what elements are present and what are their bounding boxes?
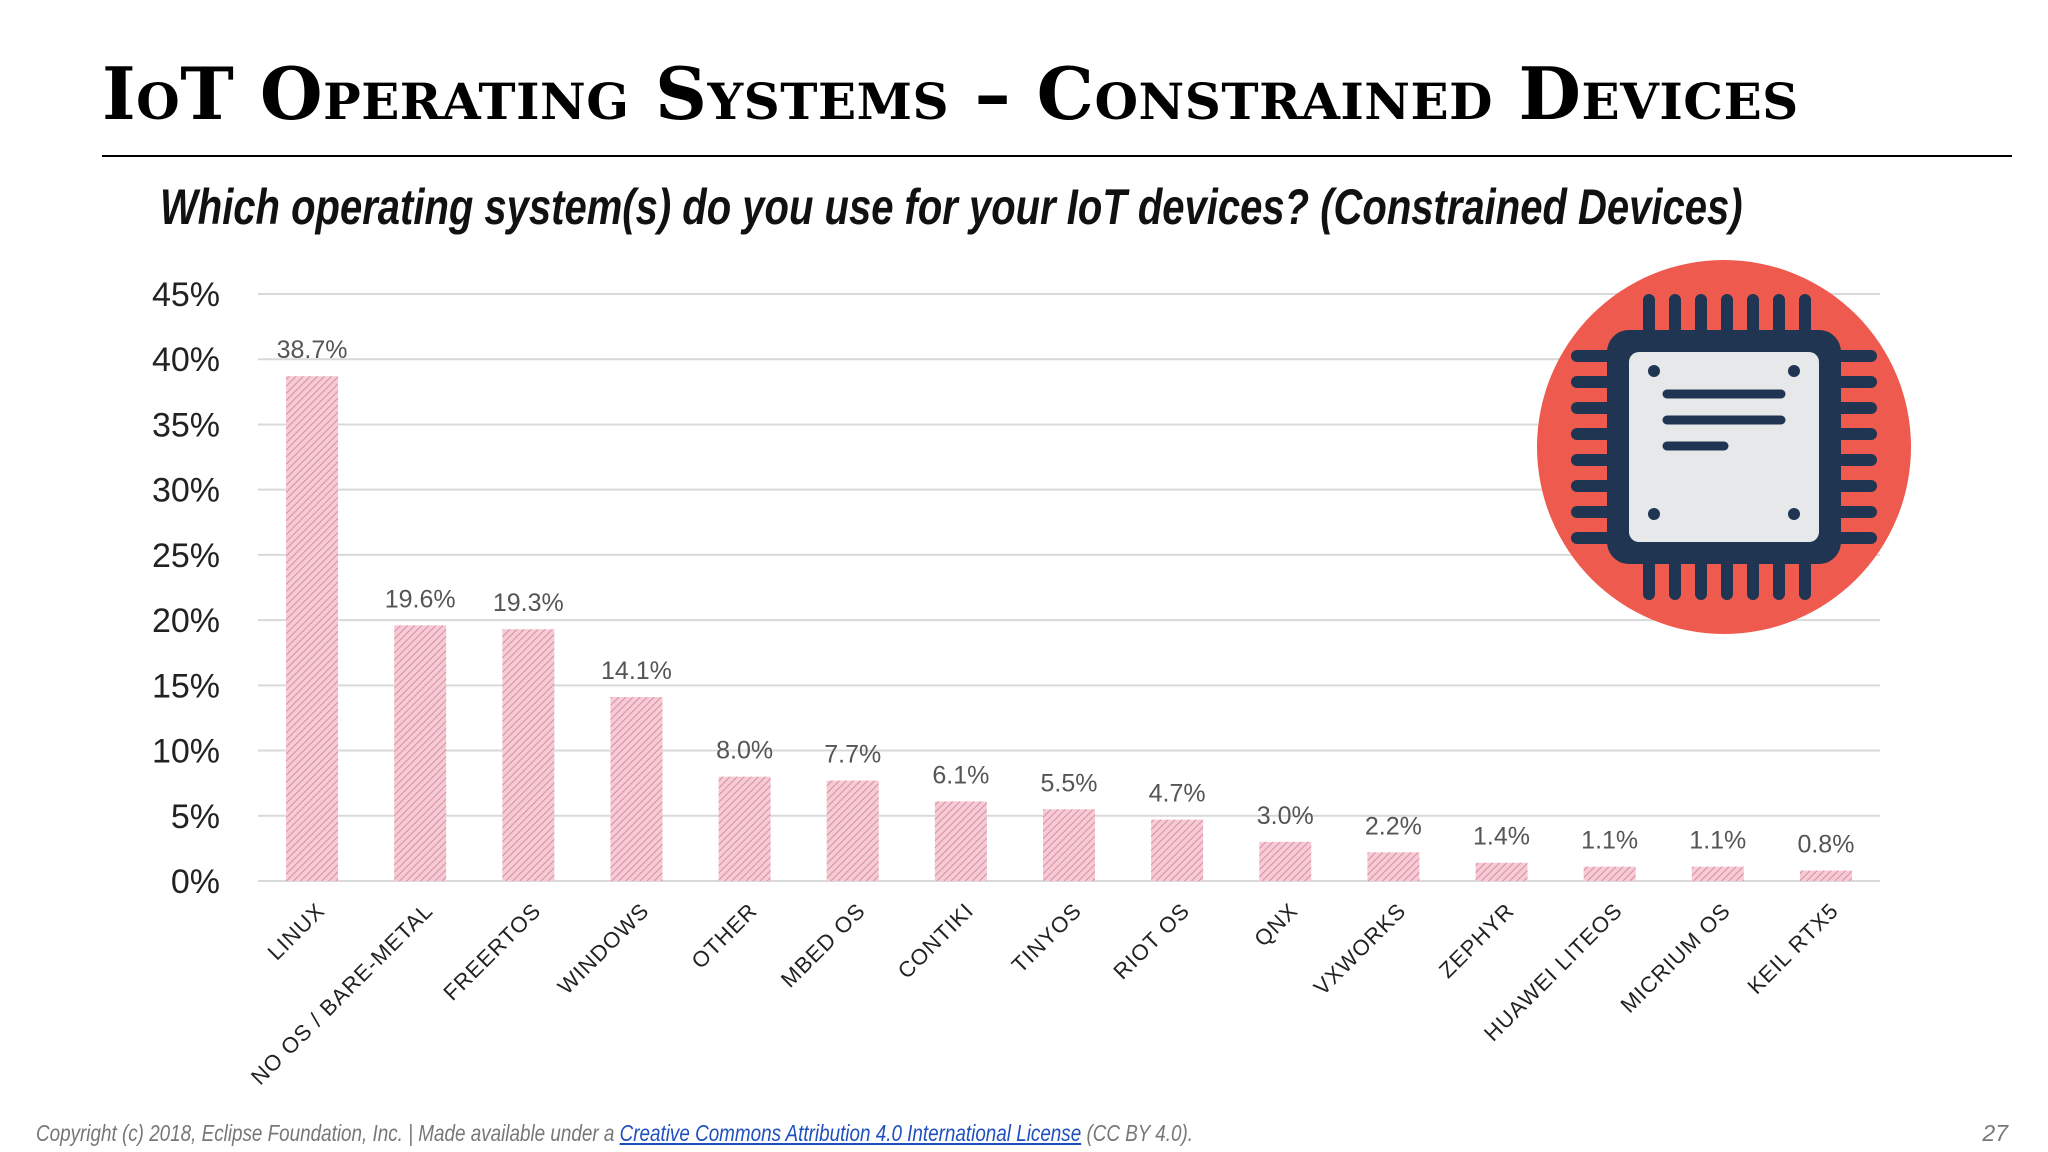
x-tick-label: NO OS / BARE-METAL <box>246 898 438 1090</box>
page-number: 27 <box>1982 1120 2008 1146</box>
bar <box>394 625 447 881</box>
bar <box>1151 819 1204 881</box>
y-tick-label: 30% <box>152 472 220 510</box>
y-tick-label: 20% <box>152 602 220 640</box>
slide-title: IoT Operating Systems – Constrained Devi… <box>102 51 1799 136</box>
bars <box>286 376 1852 881</box>
data-labels: 38.7% 19.6% 19.3% 14.1% 8.0% 7.7% 6.1% 5.5% 4.7%… <box>277 336 1855 858</box>
data-label: 1.1% <box>1581 827 1638 855</box>
y-tick-label: 35% <box>152 406 220 444</box>
data-label: 1.1% <box>1689 827 1746 855</box>
x-tick-label: LINUX <box>263 898 330 965</box>
data-label: 2.2% <box>1365 812 1422 840</box>
bar <box>1367 852 1420 881</box>
bar <box>1691 866 1744 881</box>
bar <box>502 629 555 881</box>
x-tick-label: WINDOWS <box>553 898 654 999</box>
chip-dots <box>1648 365 1800 520</box>
bar <box>1475 862 1528 881</box>
y-tick-label: 0% <box>171 863 220 901</box>
bar <box>1799 870 1852 881</box>
x-tick-label: MBED OS <box>776 898 870 992</box>
y-axis: 0% 5% 10% 15% 20% 25% 30% 35% 40% 45% <box>152 276 220 901</box>
license-link[interactable]: Creative Commons Attribution 4.0 Interna… <box>619 1120 1082 1146</box>
data-label: 8.0% <box>716 737 773 765</box>
data-label: 6.1% <box>932 761 989 789</box>
x-tick-label: TINYOS <box>1007 898 1087 978</box>
x-tick-label: QNX <box>1249 898 1303 952</box>
x-tick-label: VXWORKS <box>1309 898 1411 1000</box>
bar <box>1259 841 1312 881</box>
data-label: 7.7% <box>824 741 881 769</box>
title-divider <box>102 155 2012 157</box>
data-label: 14.1% <box>601 657 672 685</box>
data-label: 3.0% <box>1257 802 1314 830</box>
y-tick-label: 10% <box>152 733 220 771</box>
bar <box>718 776 771 881</box>
x-tick-label: ZEPHYR <box>1434 898 1519 983</box>
data-label: 19.3% <box>493 589 564 617</box>
data-label: 0.8% <box>1797 831 1854 859</box>
copyright-footer: Copyright (c) 2018, Eclipse Foundation, … <box>36 1118 1193 1148</box>
bar <box>1043 809 1095 881</box>
y-tick-label: 5% <box>171 798 220 836</box>
data-label: 38.7% <box>277 336 348 364</box>
bar <box>934 801 987 881</box>
chip-lines <box>1662 389 1786 451</box>
x-tick-label: CONTIKI <box>893 898 979 984</box>
x-tick-label: KEIL RTX5 <box>1742 898 1843 999</box>
x-tick-label: MICRIUM OS <box>1616 898 1736 1018</box>
data-label: 4.7% <box>1149 780 1206 808</box>
x-tick-label: OTHER <box>686 898 762 974</box>
x-tick-label: FREERTOS <box>438 898 545 1005</box>
bar <box>286 376 339 881</box>
bar <box>826 780 879 881</box>
y-tick-label: 25% <box>152 537 220 575</box>
y-tick-label: 40% <box>152 341 220 379</box>
bar <box>1583 866 1636 881</box>
footer-text-end: (CC BY 4.0). <box>1081 1120 1194 1146</box>
footer-text: Copyright (c) 2018, Eclipse Foundation, … <box>36 1120 620 1146</box>
y-tick-label: 15% <box>152 667 220 705</box>
chart-subtitle: Which operating system(s) do you use for… <box>160 179 1743 235</box>
y-tick-label: 45% <box>152 276 220 314</box>
data-label: 19.6% <box>385 585 456 613</box>
x-tick-label: RIOT OS <box>1108 898 1194 984</box>
bar <box>610 697 663 881</box>
microchip-icon <box>1537 260 1911 634</box>
data-label: 5.5% <box>1041 769 1098 797</box>
data-label: 1.4% <box>1473 823 1530 851</box>
